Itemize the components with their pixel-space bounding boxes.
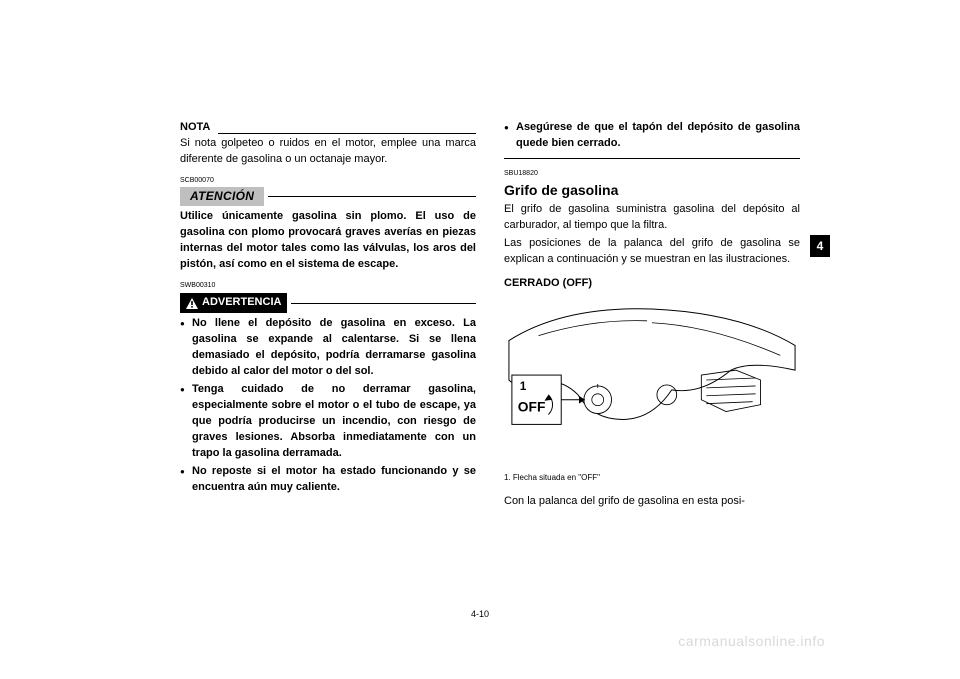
nota-heading: NOTA [180,120,210,136]
list-item: Tenga cuidado de no derramar gasolina, e… [180,382,476,462]
left-column: NOTA Si nota golpeteo o ruidos en el mot… [180,120,476,509]
nota-text: Si nota golpeteo o ruidos en el motor, e… [180,136,476,168]
right-column: Asegúrese de que el tapón del depósito d… [504,120,800,509]
advertencia-badge: ADVERTENCIA [180,293,287,313]
atencion-badge: ATENCIÓN [180,187,264,206]
warning-triangle-icon [186,298,198,309]
closing-text: Con la palanca del grifo de gasolina en … [504,494,800,510]
warning-list: No llene el depósito de gasolina en exce… [180,316,476,495]
nota-block: NOTA Si nota golpeteo o ruidos en el mot… [180,120,476,168]
section-tab: 4 [810,235,830,257]
fuel-cock-figure: 1 OFF [504,300,800,460]
para2: Las posiciones de la palanca del grifo d… [504,236,800,268]
top-bullet-list: Asegúrese de que el tapón del depósito d… [504,120,800,152]
code-sbu: SBU18820 [504,169,800,179]
separator-rule [504,158,800,159]
nota-rule [218,133,476,134]
list-item: No reposte si el motor ha estado funcion… [180,464,476,496]
atencion-row: ATENCIÓN [180,187,476,206]
code-swb: SWB00310 [180,281,476,291]
section-heading: Grifo de gasolina [504,180,800,200]
code-scb: SCB00070 [180,176,476,186]
advertencia-label: ADVERTENCIA [202,295,281,311]
list-item: No llene el depósito de gasolina en exce… [180,316,476,380]
page-content: NOTA Si nota golpeteo o ruidos en el mot… [180,120,800,509]
list-item: Asegúrese de que el tapón del depósito d… [504,120,800,152]
off-label: OFF [518,399,546,415]
watermark: carmanualsonline.info [678,633,825,649]
advertencia-row: ADVERTENCIA [180,293,476,313]
subheading-off: CERRADO (OFF) [504,276,800,292]
advertencia-rule [291,303,476,304]
para1: El grifo de gasolina suministra gasolina… [504,202,800,234]
atencion-rule [268,196,476,197]
page-number: 4-10 [471,609,489,619]
callout-number: 1 [520,379,527,393]
atencion-text: Utilice únicamente gasolina sin plomo. E… [180,209,476,273]
figure-caption: 1. Flecha situada en "OFF" [504,472,800,484]
